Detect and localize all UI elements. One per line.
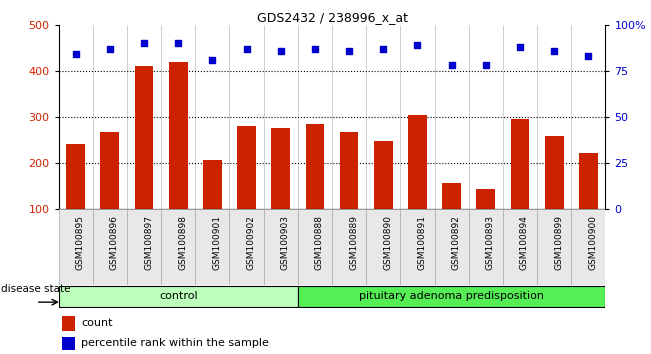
Point [70,51,81,57]
Title: GDS2432 / 238996_x_at: GDS2432 / 238996_x_at [256,11,408,24]
Bar [169,62,187,209]
Point [583,53,594,59]
Bar [92,209,127,285]
Text: GSM100892: GSM100892 [452,215,461,270]
Bar [510,119,529,209]
Bar [298,286,605,307]
Text: GSM100899: GSM100899 [554,215,563,270]
Text: GSM100903: GSM100903 [281,215,290,270]
Bar [469,209,503,285]
Bar [332,209,366,285]
Point [344,48,354,53]
Point [480,62,491,68]
Bar [66,143,85,209]
Text: control: control [159,291,197,302]
Bar [435,209,469,285]
Bar [408,115,427,209]
Bar [237,126,256,209]
Text: GSM100890: GSM100890 [383,215,393,270]
Bar [572,209,605,285]
Bar [366,209,400,285]
Bar [271,129,290,209]
Point [139,40,149,46]
Bar [477,189,495,209]
Bar [230,209,264,285]
Text: GSM100888: GSM100888 [315,215,324,270]
Bar [62,337,75,350]
Point [447,62,457,68]
Bar [203,160,222,209]
Bar [298,209,332,285]
Text: GSM100889: GSM100889 [349,215,358,270]
Bar [400,209,435,285]
Bar [503,209,537,285]
Text: GSM100901: GSM100901 [212,215,221,270]
Point [173,40,184,46]
Bar [340,132,359,209]
Bar [442,183,461,209]
Point [275,48,286,53]
Text: GSM100897: GSM100897 [144,215,153,270]
Bar [305,124,324,209]
Bar [545,136,564,209]
Point [515,44,525,50]
Text: GSM100898: GSM100898 [178,215,187,270]
Bar [62,316,75,331]
Bar [374,141,393,209]
Point [105,46,115,52]
Point [412,42,422,48]
Point [549,48,559,53]
Text: count: count [81,318,113,329]
Bar [195,209,230,285]
Text: GSM100891: GSM100891 [417,215,426,270]
Text: GSM100902: GSM100902 [247,215,256,270]
Bar [59,209,92,285]
Text: GSM100895: GSM100895 [76,215,85,270]
Bar [264,209,298,285]
Bar [135,66,154,209]
Point [378,46,389,52]
Bar [100,132,119,209]
Text: GSM100894: GSM100894 [520,215,529,270]
Text: percentile rank within the sample: percentile rank within the sample [81,338,270,348]
Text: pituitary adenoma predisposition: pituitary adenoma predisposition [359,291,544,302]
Point [207,57,217,63]
Bar [161,209,195,285]
Text: GSM100900: GSM100900 [589,215,598,270]
Point [242,46,252,52]
Point [310,46,320,52]
Text: disease state: disease state [1,284,70,295]
Bar [579,153,598,209]
Bar [59,286,298,307]
Bar [127,209,161,285]
Text: GSM100893: GSM100893 [486,215,495,270]
Text: GSM100896: GSM100896 [110,215,119,270]
Bar [537,209,572,285]
